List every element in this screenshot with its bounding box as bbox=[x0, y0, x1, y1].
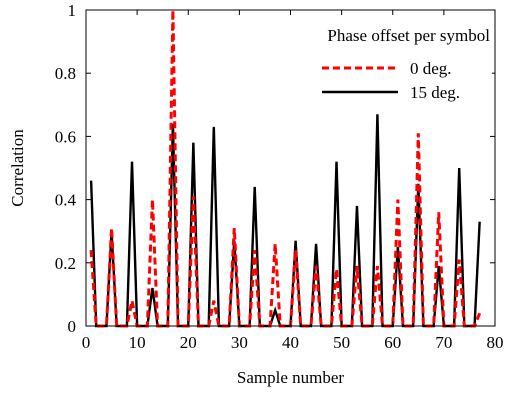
y-tick-label: 1 bbox=[68, 1, 77, 20]
ticks-layer: 0 10 20 30 40 50 60 70 80 0 0.2 0.4 0.6 0.8 1 bbox=[55, 1, 504, 352]
x-axis-label: Sample number bbox=[237, 368, 345, 387]
y-axis-label: Correlation bbox=[8, 129, 27, 207]
legend-label-0: 0 deg. bbox=[410, 59, 452, 78]
y-tick-label: 0.2 bbox=[55, 254, 76, 273]
x-tick-label: 0 bbox=[82, 333, 91, 352]
x-tick-label: 30 bbox=[231, 333, 248, 352]
x-tick-label: 20 bbox=[180, 333, 197, 352]
legend-title: Phase offset per symbol bbox=[327, 26, 490, 45]
x-tick-label: 40 bbox=[282, 333, 299, 352]
x-tick-label: 70 bbox=[435, 333, 452, 352]
y-tick-label: 0.6 bbox=[55, 127, 76, 146]
x-tick-label: 60 bbox=[384, 333, 401, 352]
x-tick-label: 10 bbox=[129, 333, 146, 352]
x-tick-label: 80 bbox=[487, 333, 504, 352]
y-tick-label: 0 bbox=[68, 317, 77, 336]
legend-label-1: 15 deg. bbox=[410, 83, 460, 102]
x-tick-label: 50 bbox=[333, 333, 350, 352]
y-tick-label: 0.4 bbox=[55, 191, 77, 210]
y-tick-label: 0.8 bbox=[55, 64, 76, 83]
legend: Phase offset per symbol 0 deg. 15 deg. bbox=[300, 20, 492, 102]
legend-background bbox=[300, 20, 492, 100]
